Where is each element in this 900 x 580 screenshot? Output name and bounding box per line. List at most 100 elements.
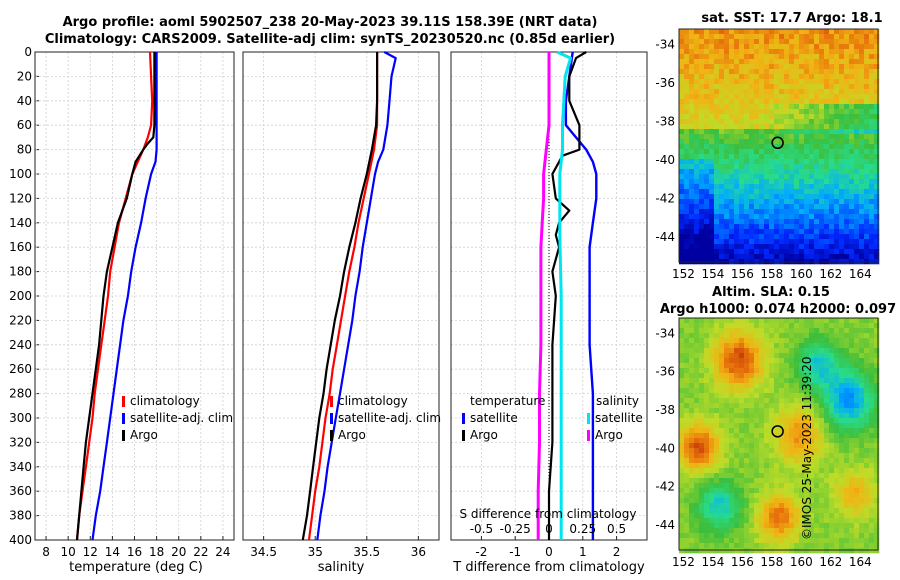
- map-cell: [704, 199, 710, 205]
- map-cell: [819, 548, 825, 554]
- map-cell: [759, 69, 765, 75]
- map-cell: [709, 483, 715, 489]
- map-cell: [729, 244, 735, 250]
- map-cell: [809, 144, 815, 150]
- map-cell: [839, 234, 845, 240]
- map-cell: [854, 528, 860, 534]
- map-cell: [699, 393, 705, 399]
- map-cell: [704, 249, 710, 255]
- map-cell: [719, 79, 725, 85]
- map-cell: [789, 323, 795, 329]
- map-cell: [779, 194, 785, 200]
- map-cell: [724, 249, 730, 255]
- map-cell: [719, 94, 725, 100]
- map-cell: [744, 403, 750, 409]
- map-cell: [679, 503, 685, 509]
- map-cell: [844, 99, 850, 105]
- map-cell: [814, 463, 820, 469]
- map-cell: [709, 129, 715, 135]
- map-cell: [829, 84, 835, 90]
- map-cell: [794, 234, 800, 240]
- map-cell: [834, 518, 840, 524]
- map-cell: [749, 503, 755, 509]
- map-cell: [779, 343, 785, 349]
- map-cell: [804, 109, 810, 115]
- map-cell: [704, 224, 710, 230]
- map-cell: [804, 348, 810, 354]
- map-cell: [864, 239, 870, 245]
- map-cell: [844, 548, 850, 554]
- map-cell: [814, 69, 820, 75]
- map-cell: [794, 433, 800, 439]
- map-cell: [724, 388, 730, 394]
- map-cell: [819, 508, 825, 514]
- map-cell: [779, 49, 785, 55]
- map-cell: [864, 403, 870, 409]
- map-cell: [744, 214, 750, 220]
- map-cell: [834, 214, 840, 220]
- map-cell: [769, 513, 775, 519]
- map-cell: [829, 418, 835, 424]
- map-cell: [689, 548, 695, 554]
- map-cell: [719, 528, 725, 534]
- map-cell: [699, 164, 705, 170]
- map-cell: [799, 184, 805, 190]
- map-cell: [714, 393, 720, 399]
- map-cell: [749, 318, 755, 324]
- map-cell: [834, 189, 840, 195]
- map-cell: [744, 448, 750, 454]
- map-cell: [739, 114, 745, 120]
- map-cell: [714, 114, 720, 120]
- map-cell: [704, 149, 710, 155]
- map-cell: [839, 413, 845, 419]
- map-cell: [729, 453, 735, 459]
- map-cell: [864, 538, 870, 544]
- map-cell: [734, 508, 740, 514]
- map-cell: [779, 204, 785, 210]
- map-cell: [704, 179, 710, 185]
- map-cell: [744, 89, 750, 95]
- map-cell: [844, 39, 850, 45]
- map-cell: [699, 478, 705, 484]
- map-cell: [769, 378, 775, 384]
- map-cell: [729, 234, 735, 240]
- map-cell: [839, 104, 845, 110]
- map-cell: [709, 194, 715, 200]
- map-cell: [859, 144, 865, 150]
- map-cell: [824, 214, 830, 220]
- map-cell: [804, 398, 810, 404]
- map-cell: [774, 343, 780, 349]
- map-cell: [869, 448, 875, 454]
- map-cell: [679, 254, 685, 260]
- map-cell: [704, 239, 710, 245]
- map-cell: [869, 423, 875, 429]
- map-cell: [719, 493, 725, 499]
- map-cell: [804, 234, 810, 240]
- map-cell: [679, 538, 685, 544]
- map-cell: [694, 39, 700, 45]
- map-cell: [774, 473, 780, 479]
- map-cell: [814, 129, 820, 135]
- map-cell: [719, 383, 725, 389]
- map-cell: [744, 398, 750, 404]
- map-cell: [754, 119, 760, 125]
- map-cell: [794, 149, 800, 155]
- map-cell: [864, 463, 870, 469]
- map-cell: [744, 94, 750, 100]
- map-cell: [774, 518, 780, 524]
- map-cell: [759, 533, 765, 539]
- map-cell: [759, 503, 765, 509]
- map-cell: [709, 134, 715, 140]
- map-cell: [724, 64, 730, 70]
- map-cell: [714, 488, 720, 494]
- map-cell: [679, 39, 685, 45]
- map-cell: [864, 99, 870, 105]
- map-cell: [864, 149, 870, 155]
- map-cell: [859, 378, 865, 384]
- map-cell: [784, 64, 790, 70]
- map-cell: [724, 433, 730, 439]
- map-cell: [759, 39, 765, 45]
- salinity-axes-frame: [242, 51, 440, 541]
- map-cell: [819, 363, 825, 369]
- map-cell: [689, 363, 695, 369]
